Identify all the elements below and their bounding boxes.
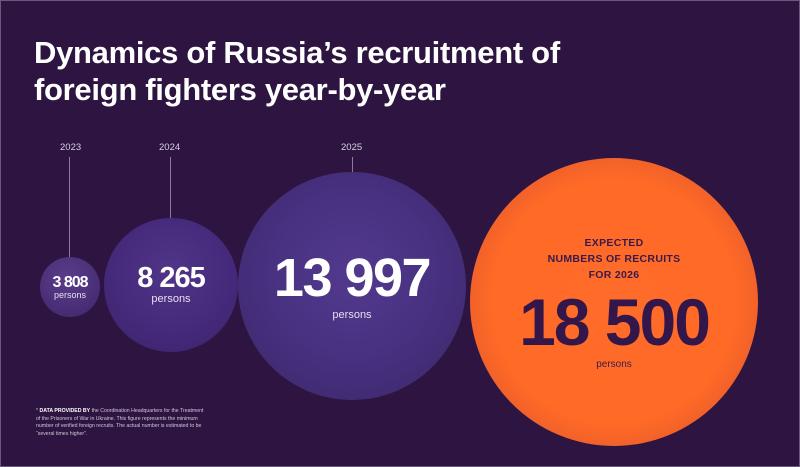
projection-unit: persons (596, 358, 632, 370)
unit-label-2025: persons (332, 308, 372, 321)
projection-heading-line-3: FOR 2026 (588, 268, 640, 281)
footnote-asterisk: * (36, 408, 39, 414)
source-footnote: * DATA PROVIDED BY the Coordination Head… (36, 408, 208, 438)
projection-heading: EXPECTED NUMBERS OF RECRUITS FOR 2026 (548, 235, 681, 283)
year-label-2024: 2024 (159, 142, 181, 153)
footnote-text: the Coordination Headquarters for the Tr… (36, 408, 204, 437)
bubble-2025: 13 997 persons (238, 172, 466, 400)
chart-title: Dynamics of Russia’s recruitment of fore… (34, 35, 560, 107)
value-label-2023: 3 808 (52, 274, 88, 292)
year-label-2025: 2025 (341, 142, 363, 153)
bubble-2024: 8 265 persons (104, 218, 238, 352)
value-label-2025: 13 997 (273, 247, 432, 308)
value-label-2024: 8 265 (137, 262, 206, 295)
footnote-lead: DATA PROVIDED BY (39, 408, 91, 414)
bubble-2026-projection: EXPECTED NUMBERS OF RECRUITS FOR 2026 18… (470, 158, 758, 446)
projection-heading-line-2: NUMBERS OF RECRUITS (547, 252, 681, 265)
year-stem-2023 (69, 157, 70, 257)
unit-label-2024: persons (151, 293, 191, 306)
projection-value: 18 500 (519, 284, 711, 359)
year-stem-2025 (352, 157, 353, 172)
projection-heading-line-1: EXPECTED (584, 236, 644, 249)
unit-label-2023: persons (53, 290, 87, 301)
year-stem-2024 (170, 157, 171, 218)
bubble-2023: 3 808 persons (40, 257, 100, 317)
year-label-2023: 2023 (60, 142, 82, 153)
